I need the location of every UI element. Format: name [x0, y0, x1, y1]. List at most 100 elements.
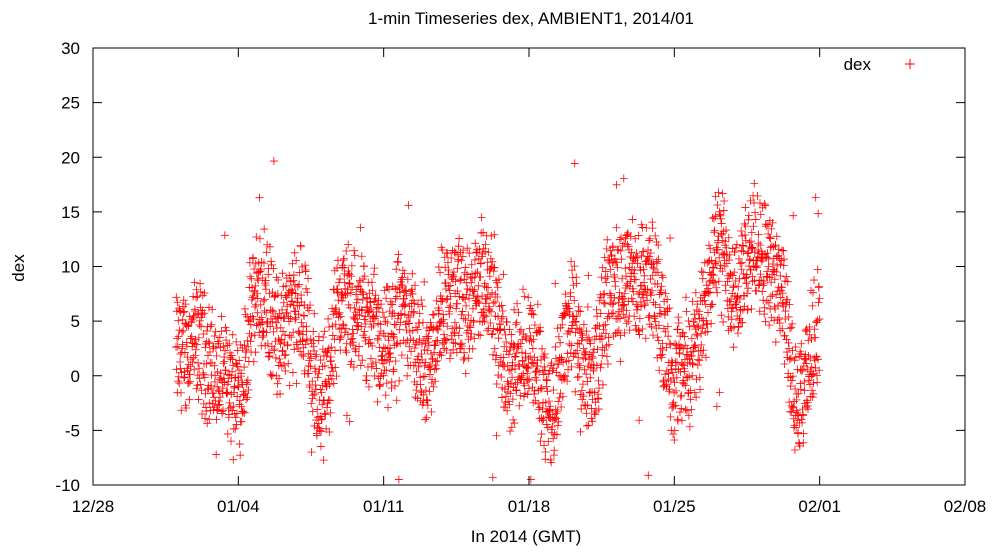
data-point	[791, 353, 800, 362]
data-point	[611, 329, 620, 338]
data-point	[445, 286, 454, 295]
data-point	[649, 263, 658, 272]
data-point	[665, 387, 674, 396]
data-point	[741, 236, 750, 245]
data-point	[768, 218, 777, 227]
data-point	[453, 287, 462, 296]
data-point	[278, 269, 287, 278]
data-point	[415, 334, 424, 343]
data-point	[782, 335, 791, 344]
x-tick-label: 01/04	[217, 497, 260, 516]
data-point	[790, 397, 799, 406]
data-point	[339, 321, 348, 330]
data-point	[732, 240, 741, 249]
data-point	[243, 336, 252, 345]
data-point	[211, 343, 220, 352]
data-point	[733, 293, 742, 302]
data-point	[721, 286, 730, 295]
data-point	[490, 263, 499, 272]
data-point	[505, 366, 514, 375]
data-point	[241, 389, 250, 398]
data-point	[280, 361, 289, 370]
data-point	[265, 242, 274, 251]
data-point	[392, 292, 401, 301]
data-point	[262, 308, 271, 317]
data-point	[709, 214, 718, 223]
data-point	[351, 344, 360, 353]
data-point	[582, 409, 591, 418]
data-point	[326, 357, 335, 366]
data-point	[408, 289, 417, 298]
data-point	[275, 374, 284, 383]
data-point	[477, 213, 486, 222]
data-point	[172, 293, 181, 302]
data-point	[460, 348, 469, 357]
data-point	[681, 341, 690, 350]
data-point	[488, 473, 497, 482]
data-point	[198, 409, 207, 418]
data-point	[685, 322, 694, 331]
data-point	[188, 315, 197, 324]
data-point	[613, 263, 622, 272]
data-point	[764, 230, 773, 239]
data-point	[224, 404, 233, 413]
data-point	[634, 327, 643, 336]
data-point	[572, 279, 581, 288]
data-point	[195, 364, 204, 373]
data-point	[288, 259, 297, 268]
data-point	[285, 331, 294, 340]
data-point	[713, 245, 722, 254]
data-point	[469, 318, 478, 327]
data-point	[364, 382, 373, 391]
data-point	[738, 318, 747, 327]
data-point	[335, 308, 344, 317]
data-point	[455, 324, 464, 333]
data-point	[534, 386, 543, 395]
data-point	[796, 385, 805, 394]
data-point	[482, 294, 491, 303]
data-point	[439, 330, 448, 339]
data-point	[661, 370, 670, 379]
data-point	[579, 355, 588, 364]
data-point	[497, 393, 506, 402]
data-point	[249, 291, 258, 300]
data-point	[445, 309, 454, 318]
data-point	[741, 231, 750, 239]
data-point	[708, 300, 717, 309]
data-point	[533, 328, 542, 337]
data-point	[606, 298, 615, 307]
data-point	[712, 243, 721, 252]
data-point	[507, 330, 516, 339]
data-point	[710, 226, 719, 235]
data-point	[461, 369, 470, 378]
data-point	[754, 245, 763, 254]
data-point	[485, 265, 494, 274]
data-point	[513, 299, 522, 308]
data-point	[571, 328, 580, 337]
data-point	[751, 208, 760, 217]
data-point	[436, 268, 445, 277]
data-point	[530, 321, 539, 330]
data-point	[320, 361, 329, 370]
data-point	[698, 351, 707, 360]
data-point	[790, 421, 799, 430]
data-point	[360, 272, 369, 281]
data-point	[709, 278, 718, 287]
data-point	[722, 243, 731, 252]
data-point	[742, 270, 751, 279]
data-point	[383, 344, 392, 353]
data-point	[608, 242, 617, 251]
data-point	[460, 268, 469, 277]
data-point	[777, 282, 786, 291]
data-point	[328, 322, 337, 331]
data-point	[350, 303, 359, 312]
data-point	[331, 363, 340, 372]
data-point	[368, 286, 377, 295]
data-point	[647, 291, 656, 300]
data-point	[174, 372, 183, 381]
data-point	[505, 325, 514, 334]
data-point	[299, 322, 308, 331]
data-point	[450, 329, 459, 338]
data-point	[788, 372, 797, 381]
data-point	[762, 296, 771, 305]
